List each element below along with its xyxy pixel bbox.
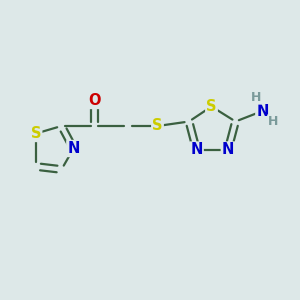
Text: N: N bbox=[256, 103, 269, 118]
Text: S: S bbox=[206, 99, 217, 114]
Text: S: S bbox=[31, 126, 41, 141]
Text: O: O bbox=[88, 93, 101, 108]
Text: N: N bbox=[222, 142, 234, 158]
Text: H: H bbox=[268, 115, 278, 128]
Text: H: H bbox=[251, 91, 262, 104]
Text: S: S bbox=[152, 118, 163, 134]
Text: N: N bbox=[190, 142, 203, 158]
Text: N: N bbox=[67, 141, 80, 156]
